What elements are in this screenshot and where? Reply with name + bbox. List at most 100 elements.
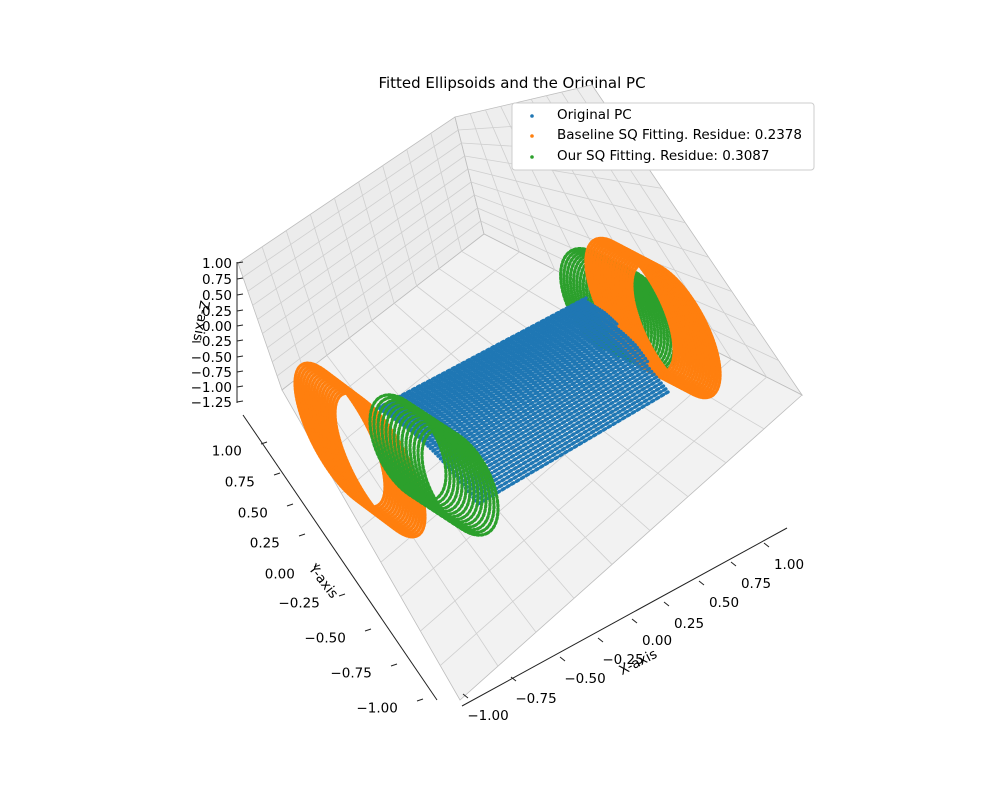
x-axis-label: X-axis [617, 646, 660, 679]
tick-mark [236, 370, 244, 373]
y-tick-label: −1.00 [356, 700, 397, 716]
tick-mark [510, 676, 517, 682]
baseline-ring [614, 252, 706, 391]
tick-mark [236, 261, 244, 264]
original-pc-line [451, 359, 650, 475]
z-tick-label: −0.25 [191, 334, 232, 350]
tick-mark [273, 472, 281, 476]
grid-line [257, 168, 469, 320]
ours-ring [396, 411, 476, 522]
tick-mark [313, 564, 321, 568]
z-axis-label: Z-axis [190, 299, 213, 342]
tick-mark [462, 693, 469, 699]
original-pc-line [456, 365, 654, 481]
grid-line [467, 168, 686, 224]
original-pc-line [476, 390, 670, 506]
legend-marker-baseline [530, 134, 534, 138]
original-pc-line [413, 322, 619, 437]
ours-ring [420, 427, 500, 537]
legend-label-original: Original PC [557, 107, 632, 123]
y-tick-label: −0.75 [330, 665, 371, 681]
original-pc-line [468, 380, 664, 497]
legend-label-baseline: Baseline SQ Fitting. Residue: 0.2378 [557, 127, 802, 143]
y-tick-label: 0.75 [225, 474, 255, 490]
tick-mark [286, 503, 294, 507]
x-tick-label: −0.50 [564, 671, 605, 687]
original-pc-line [386, 302, 596, 417]
axis-lines [236, 261, 788, 707]
original-pc-line [411, 320, 617, 435]
original-pc-line [388, 304, 598, 418]
tick-mark [236, 385, 244, 388]
original-pc-line [403, 314, 611, 429]
ours-ring [384, 403, 464, 514]
tick-mark [236, 339, 244, 342]
original-pc-line [471, 384, 666, 500]
original-pc-line [473, 387, 668, 503]
tick-mark [236, 277, 244, 280]
original-pc-line [416, 324, 621, 439]
grid-line [247, 142, 462, 292]
x-tick-label: −0.75 [515, 691, 556, 707]
grid-line [430, 133, 462, 252]
grid-line [439, 376, 767, 666]
grid-line [252, 155, 465, 306]
original-pc-line [431, 338, 633, 453]
original-pc-line [398, 310, 607, 425]
original-pc-line [448, 356, 648, 472]
grid-line [334, 197, 373, 321]
grid-line [276, 220, 482, 377]
x-tick-label: 0.50 [709, 595, 739, 611]
tick-mark [236, 355, 244, 358]
y-tick-label: −0.25 [278, 595, 319, 611]
original-pc-line [376, 296, 588, 410]
baseline-ring [627, 259, 719, 398]
tick-mark [236, 324, 244, 327]
original-pc-line [428, 335, 631, 451]
tick-mark [559, 656, 566, 662]
grid-line [321, 269, 555, 460]
original-pc-line [381, 299, 592, 413]
x-tick-label: −1.00 [467, 708, 508, 724]
original-pc-line [391, 305, 600, 420]
original-pc-line [426, 333, 629, 448]
original-pc-line [421, 328, 625, 444]
x-tick-label: 0.25 [674, 616, 704, 632]
baseline-ring [611, 250, 703, 390]
grid-line [267, 194, 475, 348]
legend-marker-original [530, 114, 534, 118]
grid-line [271, 207, 478, 363]
original-pc-line [396, 309, 605, 424]
ours-ring [408, 419, 488, 529]
tick-mark [416, 698, 424, 702]
ours-ring [416, 424, 496, 535]
tick-mark [663, 601, 670, 607]
grid-line [464, 155, 663, 189]
original-pc-line [418, 326, 623, 441]
baseline-ring [333, 391, 427, 539]
grid-line [262, 181, 472, 334]
original-pc-line [463, 374, 660, 490]
grid-line [420, 358, 732, 632]
grid-line [470, 181, 709, 258]
tick-mark [698, 580, 705, 586]
legend-label-ours: Our SQ Fitting. Residue: 0.3087 [557, 148, 769, 164]
original-pc-line [441, 348, 641, 464]
tick-mark [364, 628, 372, 632]
baseline-ring [603, 246, 695, 386]
tick-mark [390, 663, 398, 667]
tick-mark [236, 309, 244, 312]
z-tick-label: 0.00 [202, 319, 232, 335]
chart-title: Fitted Ellipsoids and the Original PC [378, 74, 645, 92]
ours-ring [392, 408, 472, 519]
z-tick-label: −1.25 [191, 395, 232, 411]
scatter-points [293, 236, 722, 539]
ours-ring [376, 398, 456, 508]
grid-line [358, 181, 395, 304]
tick-mark [631, 618, 638, 624]
grid-line [485, 109, 556, 270]
z-tick-label: 0.75 [202, 272, 232, 288]
baseline-ring [624, 257, 717, 397]
original-pc-cloud [376, 296, 670, 506]
original-pc-line [383, 301, 594, 415]
